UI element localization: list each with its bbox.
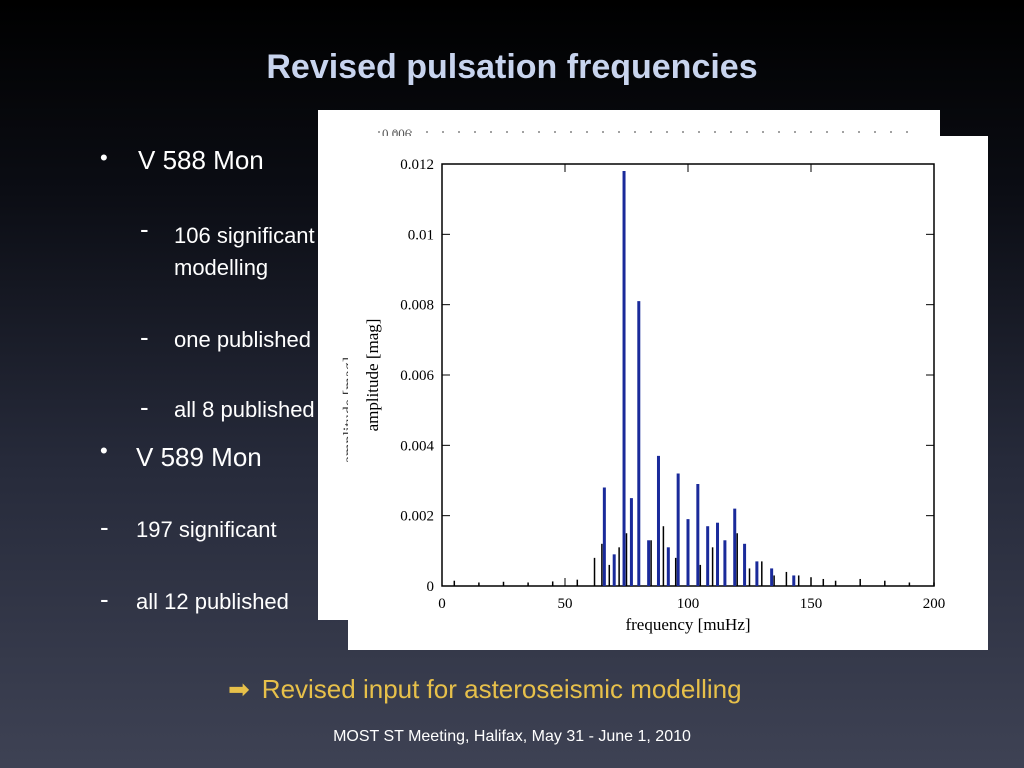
bullet-v588-label: V 588 Mon xyxy=(138,145,264,175)
conclusion-text: Revised input for asteroseismic modellin… xyxy=(261,674,742,704)
right-arrow-icon: ➡ xyxy=(228,674,250,704)
footer: MOST ST Meeting, Halifax, May 31 - June … xyxy=(333,728,691,745)
slide-title: Revised pulsation frequencies xyxy=(266,48,758,86)
y-axis-label: amplitude [mag] xyxy=(363,319,382,432)
y-tick-label: 0.01 xyxy=(408,227,434,243)
bullet-dot: • xyxy=(100,438,108,463)
sub-item-197: 197 significant xyxy=(136,517,277,542)
sub-dash: - xyxy=(100,584,109,614)
x-tick-label: 0 xyxy=(438,596,446,612)
sub-item-all8: all 8 published xyxy=(174,397,315,422)
x-tick-label: 50 xyxy=(558,596,573,612)
spectrum-chart: 0 0.002 0.004 0.006 0.008 0.01 0.012 0 50 100 150… xyxy=(363,157,946,634)
sub-dash: - xyxy=(100,512,109,542)
y-tick-label: 0.006 xyxy=(400,368,434,384)
y-tick-label: 0.004 xyxy=(400,438,434,454)
x-tick-label: 200 xyxy=(923,596,946,612)
sub-dash: - xyxy=(140,322,149,352)
y-tick-label: 0.012 xyxy=(400,157,434,173)
y-tick-label: 0 xyxy=(427,579,435,595)
sub-dash: - xyxy=(140,392,149,422)
x-tick-label: 100 xyxy=(677,596,700,612)
sub-item-all12: all 12 published xyxy=(136,589,289,614)
conclusion: ➡ Revised input for asteroseismic modelli… xyxy=(228,674,742,705)
chart-panel: 0 0.002 0.004 0.006 0.008 0.01 0.012 0 50 100 150… xyxy=(348,136,988,650)
x-axis-label: frequency [muHz] xyxy=(625,615,750,634)
sub-item-106-line1: 106 significant xyxy=(174,223,315,248)
bullet-v589-label: V 589 Mon xyxy=(136,442,262,472)
bullet-dot: • xyxy=(100,145,108,170)
sub-item-106: 106 significant modelling xyxy=(174,220,315,284)
y-tick-label: 0.008 xyxy=(400,298,434,314)
y-tick-label: 0.002 xyxy=(400,509,434,525)
sub-item-one-published: one published xyxy=(174,327,312,352)
x-tick-label: 150 xyxy=(800,596,823,612)
sub-item-106-line2: modelling xyxy=(174,255,269,280)
sub-dash: - xyxy=(140,214,149,244)
